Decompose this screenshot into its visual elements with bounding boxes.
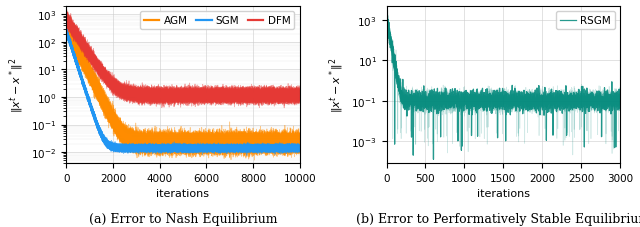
DFM <box>62 18 70 21</box>
X-axis label: iterations: iterations <box>156 189 209 199</box>
X-axis label: iterations: iterations <box>477 189 530 199</box>
AGM <box>108 116 116 119</box>
Y-axis label: $\|x^t - x^*\|^2$: $\|x^t - x^*\|^2$ <box>7 57 26 113</box>
SGM <box>220 147 228 149</box>
Line: AGM: AGM <box>66 25 300 148</box>
AGM <box>220 142 228 145</box>
DFM <box>285 96 292 98</box>
RSGM <box>616 109 624 112</box>
SGM <box>198 147 206 150</box>
AGM <box>198 141 206 144</box>
RSGM <box>383 15 390 18</box>
RSGM <box>460 97 468 100</box>
SGM <box>108 146 116 148</box>
SGM <box>285 146 292 149</box>
DFM <box>63 17 70 20</box>
DFM <box>86 54 94 57</box>
AGM <box>285 141 292 144</box>
SGM <box>62 31 70 34</box>
Legend: RSGM: RSGM <box>556 12 615 30</box>
RSGM <box>429 98 437 101</box>
AGM <box>159 146 166 149</box>
Text: (b) Error to Performatively Stable Equilibrium: (b) Error to Performatively Stable Equil… <box>356 212 640 225</box>
DFM <box>108 84 116 86</box>
DFM <box>296 95 303 98</box>
RSGM <box>605 104 613 107</box>
SGM <box>63 30 70 33</box>
RSGM <box>383 11 390 14</box>
SGM <box>296 147 303 150</box>
RSGM <box>476 100 483 103</box>
AGM <box>223 141 231 143</box>
SGM <box>219 149 227 151</box>
Y-axis label: $\|x^t - x^*\|^2$: $\|x^t - x^*\|^2$ <box>327 57 346 113</box>
RSGM <box>525 101 532 104</box>
AGM <box>86 74 94 77</box>
DFM <box>198 94 206 97</box>
RSGM <box>495 106 502 109</box>
Line: RSGM: RSGM <box>387 13 620 160</box>
AGM <box>296 141 303 144</box>
Legend: AGM, SGM, DFM: AGM, SGM, DFM <box>140 12 294 30</box>
AGM <box>62 24 70 27</box>
Line: SGM: SGM <box>66 31 300 150</box>
SGM <box>223 148 231 150</box>
Text: (a) Error to Nash Equilibrium: (a) Error to Nash Equilibrium <box>89 212 277 225</box>
DFM <box>223 96 231 99</box>
DFM <box>282 98 289 100</box>
DFM <box>220 93 228 96</box>
AGM <box>63 23 70 26</box>
Line: DFM: DFM <box>66 18 300 99</box>
RSGM <box>429 158 437 161</box>
SGM <box>86 104 94 107</box>
